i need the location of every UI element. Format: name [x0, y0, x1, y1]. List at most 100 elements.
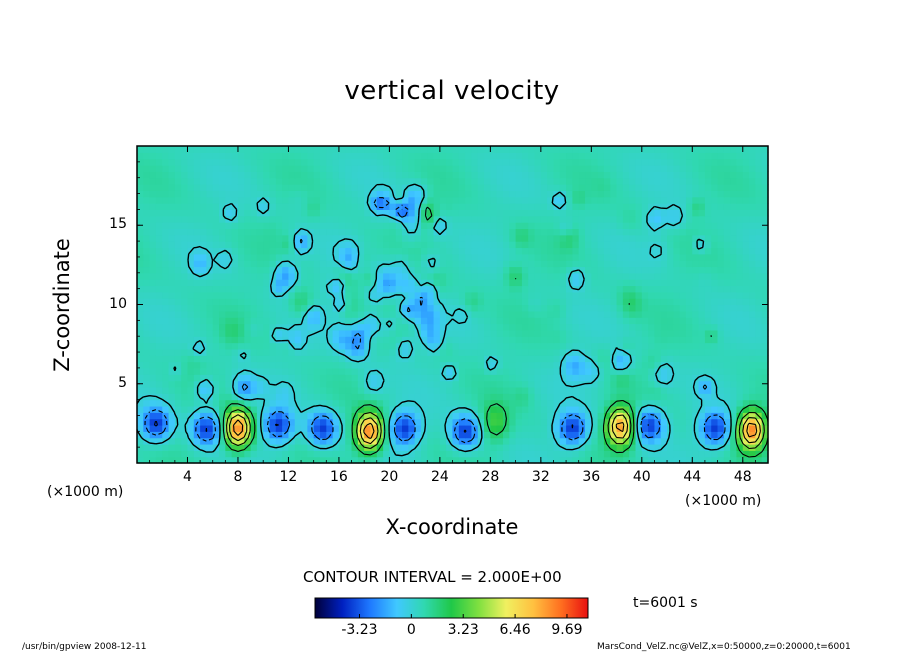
heatmap-cell [509, 190, 517, 198]
heatmap-cell [282, 329, 290, 337]
heatmap-cell [730, 247, 738, 255]
heatmap-cell [648, 310, 656, 318]
heatmap-cell [730, 456, 738, 464]
heatmap-cell [263, 171, 271, 179]
heatmap-cell [225, 424, 233, 432]
heatmap-cell [357, 412, 365, 420]
heatmap-cell [667, 228, 674, 236]
heatmap-cell [502, 272, 510, 280]
heatmap-cell [332, 342, 340, 350]
heatmap-cell [509, 374, 517, 382]
heatmap-cell [477, 361, 485, 369]
heatmap-cell [137, 405, 144, 413]
heatmap-cell [256, 443, 264, 451]
heatmap-cell [490, 418, 498, 426]
heatmap-cell [389, 266, 397, 274]
heatmap-cell [338, 272, 346, 280]
heatmap-cell [231, 228, 239, 236]
heatmap-cell [408, 310, 416, 318]
heatmap-cell [420, 247, 428, 255]
heatmap-cell [572, 228, 580, 236]
heatmap-cell [439, 291, 447, 299]
heatmap-cell [395, 380, 403, 388]
heatmap-cell [591, 158, 599, 166]
heatmap-cell [698, 253, 706, 261]
heatmap-cell [427, 234, 435, 242]
heatmap-cell [515, 393, 523, 401]
heatmap-cell [439, 380, 447, 388]
heatmap-cell [559, 266, 567, 274]
heatmap-cell [540, 437, 548, 445]
heatmap-cell [332, 222, 340, 230]
heatmap-cell [465, 209, 473, 217]
heatmap-cell [225, 266, 233, 274]
heatmap-cell [376, 355, 384, 363]
heatmap-cell [250, 215, 258, 223]
heatmap-cell [326, 215, 334, 223]
heatmap-cell [231, 247, 239, 255]
heatmap-cell [484, 184, 491, 191]
heatmap-cell [345, 380, 353, 388]
heatmap-cell [629, 399, 637, 407]
heatmap-cell [717, 342, 725, 350]
heatmap-cell [761, 393, 769, 401]
heatmap-cell [433, 146, 441, 153]
heatmap-cell [307, 393, 315, 401]
heatmap-cell [212, 336, 220, 344]
heatmap-cell [477, 247, 485, 255]
heatmap-cell [667, 234, 674, 242]
heatmap-cell [660, 336, 668, 344]
heatmap-cell [313, 272, 321, 280]
heatmap-cell [250, 209, 258, 217]
heatmap-cell [231, 424, 239, 432]
heatmap-cell [477, 393, 485, 401]
heatmap-cell [275, 367, 283, 375]
heatmap-cell [155, 342, 163, 350]
heatmap-cell [225, 247, 233, 255]
heatmap-cell [351, 380, 359, 388]
heatmap-cell [155, 450, 163, 458]
heatmap-cell [477, 241, 485, 249]
heatmap-cell [219, 310, 226, 318]
heatmap-cell [585, 367, 592, 375]
heatmap-cell [370, 285, 378, 293]
heatmap-cell [313, 374, 321, 382]
heatmap-cell [149, 304, 157, 312]
heatmap-cell [345, 228, 353, 236]
heatmap-cell [534, 443, 542, 451]
heatmap-cell [490, 158, 498, 166]
heatmap-cell [155, 228, 163, 236]
heatmap-cell [742, 158, 750, 166]
heatmap-cell [673, 412, 681, 420]
heatmap-cell [553, 152, 561, 160]
heatmap-cell [402, 241, 409, 249]
heatmap-cell [591, 304, 599, 312]
heatmap-cell [736, 329, 744, 337]
heatmap-cell [446, 329, 454, 337]
heatmap-cell [736, 361, 744, 369]
heatmap-cell [282, 431, 290, 439]
heatmap-cell [685, 184, 693, 191]
heatmap-cell [622, 171, 630, 179]
heatmap-cell [275, 374, 283, 382]
heatmap-cell [244, 190, 252, 198]
heatmap-cell [174, 323, 182, 331]
heatmap-cell [667, 241, 674, 249]
heatmap-cell [408, 215, 416, 223]
heatmap-cell [244, 355, 252, 363]
heatmap-cell [174, 399, 182, 407]
heatmap-cell [414, 374, 422, 382]
heatmap-cell [357, 266, 365, 274]
heatmap-cell [730, 317, 738, 325]
heatmap-cell [275, 272, 283, 280]
heatmap-cell [155, 196, 163, 204]
heatmap-cell [566, 291, 573, 299]
heatmap-cell [667, 456, 674, 464]
heatmap-cell [496, 342, 504, 350]
heatmap-cell [338, 380, 346, 388]
heatmap-cell [395, 215, 403, 223]
heatmap-cell [181, 146, 189, 153]
heatmap-cell [155, 386, 163, 394]
heatmap-cell [736, 203, 744, 210]
heatmap-cell [521, 424, 529, 432]
